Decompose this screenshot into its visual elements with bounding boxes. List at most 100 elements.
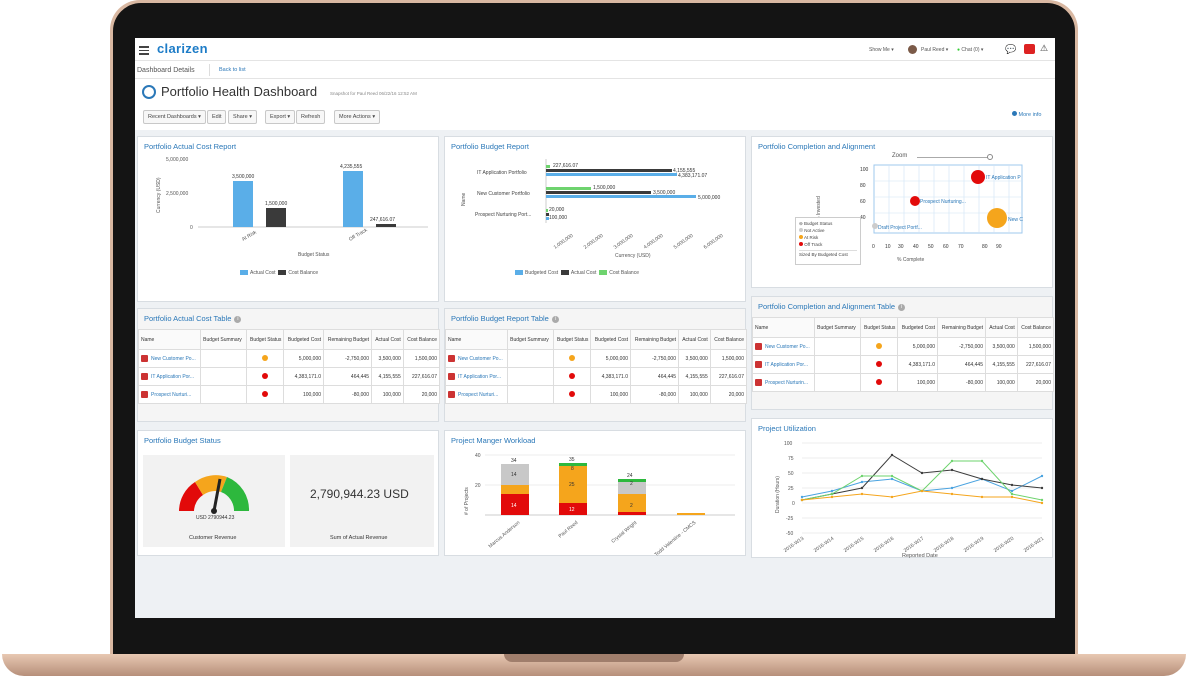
name-cell[interactable]: Prospect Nurturi... xyxy=(444,385,509,404)
legend: Budgeted Cost Actual Cost Cost Balance xyxy=(515,270,639,276)
x-tick: 2016-W21 xyxy=(1023,536,1046,554)
name-link[interactable]: New Customer Po... xyxy=(458,355,503,362)
avatar[interactable] xyxy=(908,45,917,54)
column-header[interactable]: Budget Summary xyxy=(200,329,247,350)
column-header[interactable]: Name xyxy=(444,329,509,350)
y-axis-label: Currency (USD) xyxy=(156,177,162,213)
data-label: 227,616.07 xyxy=(553,163,578,169)
zoom-handle[interactable] xyxy=(987,154,993,160)
info-icon[interactable]: i xyxy=(551,315,559,323)
table-row[interactable]: New Customer Po... 5,000,000 -2,750,000 3,5… xyxy=(137,349,441,368)
column-header[interactable]: Budget Status xyxy=(552,329,592,350)
name-cell[interactable]: IT Application Por... xyxy=(137,367,202,386)
cost-balance-cell: 227,616.07 xyxy=(402,367,441,386)
name-link[interactable]: Prospect Nurturi... xyxy=(458,391,499,398)
share-button[interactable]: Share ▾ xyxy=(228,110,257,124)
column-header[interactable]: Budgeted Cost xyxy=(897,317,939,338)
table-row[interactable]: IT Application Por... 4,383,171.0 464,445 4… xyxy=(751,355,1055,374)
zoom-label: Zoom xyxy=(892,153,908,159)
budget-status-legend: ⊖ Budget Status Not Active At Risk Off T… xyxy=(795,217,861,265)
column-header[interactable]: Budget Summary xyxy=(814,317,861,338)
budget-summary-cell xyxy=(200,349,247,368)
column-header[interactable]: Actual Cost xyxy=(985,317,1018,338)
x-ticks: 2016-W13 2016-W14 2016-W15 2016-W16 2016-W17… xyxy=(783,536,1046,554)
name-cell[interactable]: IT Application Por... xyxy=(444,367,509,386)
column-header[interactable]: Budget Summary xyxy=(507,329,554,350)
column-header[interactable]: Remaining Budget xyxy=(323,329,372,350)
column-header[interactable]: Budgeted Cost xyxy=(283,329,325,350)
chat-menu[interactable]: ● Chat (0) ▾ xyxy=(957,47,984,53)
y-axis-label: # of Projects xyxy=(464,487,470,515)
y-tick: 80 xyxy=(860,183,866,189)
user-menu[interactable]: Paul Reed ▾ xyxy=(921,47,949,53)
budget-summary-cell xyxy=(814,373,861,392)
more-info-link[interactable]: More info xyxy=(1012,111,1041,118)
column-header[interactable]: Actual Cost xyxy=(371,329,404,350)
budgeted-cost-cell: 5,000,000 xyxy=(590,349,632,368)
recent-dashboards-button[interactable]: Recent Dashboards ▾ xyxy=(143,110,206,124)
menu-icon[interactable] xyxy=(139,46,149,55)
alert-icon[interactable]: ⚠ xyxy=(1040,43,1049,53)
budgeted-cost-cell: 5,000,000 xyxy=(897,337,939,356)
table-row[interactable]: New Customer Po... 5,000,000 -2,750,000 3,5… xyxy=(751,337,1055,356)
column-header[interactable]: Actual Cost xyxy=(678,329,711,350)
table-row[interactable]: IT Application Por... 4,383,171.0 464,445 4… xyxy=(137,367,441,386)
column-header[interactable]: Remaining Budget xyxy=(937,317,986,338)
table-row[interactable]: New Customer Po... 5,000,000 -2,750,000 3,5… xyxy=(444,349,748,368)
name-link[interactable]: IT Application Por... xyxy=(458,373,501,380)
point-label: Draft Project Portf... xyxy=(878,225,922,231)
column-header[interactable]: Cost Balance xyxy=(709,329,748,350)
info-icon[interactable]: i xyxy=(898,303,906,311)
name-link[interactable]: IT Application Por... xyxy=(765,361,808,368)
collapse-icon[interactable]: ⊖ xyxy=(799,221,803,226)
name-link[interactable]: IT Application Por... xyxy=(151,373,194,380)
cost-balance-cell: 1,500,000 xyxy=(709,349,748,368)
column-header[interactable]: Budgeted Cost xyxy=(590,329,632,350)
actual-cost-cell: 3,500,000 xyxy=(371,349,404,368)
column-header[interactable]: Cost Balance xyxy=(1016,317,1055,338)
refresh-button[interactable]: Refresh xyxy=(296,110,326,124)
table-row[interactable]: Prospect Nurturi... 100,000 -80,000 100,000… xyxy=(137,385,441,404)
bar-green xyxy=(618,479,646,482)
edit-button[interactable]: Edit xyxy=(207,110,227,124)
column-header[interactable]: Name xyxy=(137,329,202,350)
zoom-slider[interactable] xyxy=(917,157,989,158)
column-header[interactable]: Budget Status xyxy=(245,329,285,350)
name-cell[interactable]: IT Application Por... xyxy=(751,355,816,374)
table-row[interactable]: IT Application Por... 4,383,171.0 464,445 4… xyxy=(444,367,748,386)
column-header[interactable]: Cost Balance xyxy=(402,329,441,350)
export-button[interactable]: Export ▾ xyxy=(265,110,296,124)
brand-logo[interactable]: clarizen xyxy=(157,41,208,56)
refresh-label: Refresh xyxy=(301,114,321,120)
messages-icon[interactable]: 💬 xyxy=(1005,44,1017,54)
name-link[interactable]: Prospect Nurturi... xyxy=(151,391,192,398)
name-cell[interactable]: Prospect Nurturin... xyxy=(751,373,816,392)
table-row[interactable]: Prospect Nurturi... 100,000 -80,000 100,000… xyxy=(444,385,748,404)
name-cell[interactable]: New Customer Po... xyxy=(751,337,816,356)
show-me-menu[interactable]: Show Me ▾ xyxy=(869,47,894,53)
name-link[interactable]: Prospect Nurturin... xyxy=(765,379,809,386)
x-tick: 6,000,000 xyxy=(703,233,725,251)
actual-cost-table-panel: Portfolio Actual Cost Table i Name Budget … xyxy=(137,308,441,422)
gauge-label: Customer Revenue xyxy=(189,535,236,541)
column-header[interactable]: Budget Status xyxy=(859,317,899,338)
name-cell[interactable]: Prospect Nurturi... xyxy=(137,385,202,404)
back-to-list-link[interactable]: Back to list xyxy=(219,67,246,73)
name-cell[interactable]: New Customer Po... xyxy=(444,349,509,368)
series-point xyxy=(890,453,894,457)
column-header[interactable]: Name xyxy=(751,317,816,338)
video-icon[interactable] xyxy=(1024,44,1035,54)
point-it-application xyxy=(971,170,985,184)
gauge-value: USD 2790944.23 xyxy=(196,515,235,521)
info-icon[interactable]: i xyxy=(234,315,242,323)
column-header[interactable]: Remaining Budget xyxy=(630,329,679,350)
panel-title: Project Manger Workload xyxy=(451,436,536,445)
table-row[interactable]: Prospect Nurturin... 100,000 -80,000 100,00… xyxy=(751,373,1055,392)
name-link[interactable]: New Customer Po... xyxy=(151,355,196,362)
more-actions-button[interactable]: More Actions ▾ xyxy=(334,110,381,124)
data-label: 24 xyxy=(627,473,633,479)
point-label: New C xyxy=(1008,217,1023,223)
name-link[interactable]: New Customer Po... xyxy=(765,343,810,350)
cost-balance-cell: 20,000 xyxy=(709,385,748,404)
name-cell[interactable]: New Customer Po... xyxy=(137,349,202,368)
